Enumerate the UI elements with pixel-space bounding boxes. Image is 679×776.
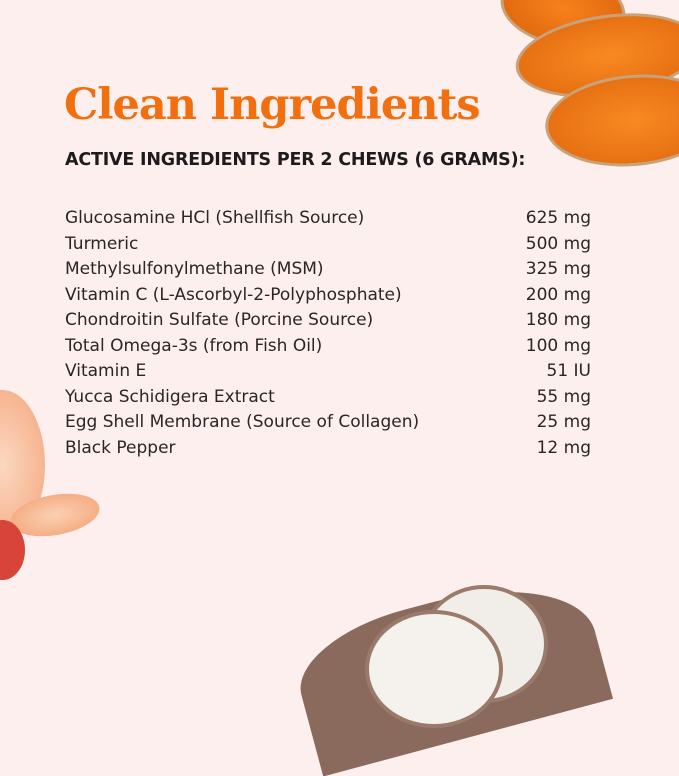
ingredient-row: Chondroitin Sulfate (Porcine Source) 180 …	[65, 310, 591, 336]
ingredient-row: Yucca Schidigera Extract 55 mg	[65, 387, 591, 413]
ingredient-name: Vitamin C (L-Ascorbyl-2-Polyphosphate)	[65, 284, 402, 305]
ingredient-row: Egg Shell Membrane (Source of Collagen) 2…	[65, 412, 591, 438]
ingredient-row: Black Pepper 12 mg	[65, 438, 591, 464]
ingredient-row: Total Omega-3s (from Fish Oil) 100 mg	[65, 336, 591, 362]
ingredient-row: Vitamin C (L-Ascorbyl-2-Polyphosphate) 20…	[65, 285, 591, 311]
ingredient-name: Black Pepper	[65, 437, 176, 458]
ingredient-amount: 180 mg	[525, 310, 591, 330]
ingredient-name: Egg Shell Membrane (Source of Collagen)	[65, 412, 420, 432]
ingredient-amount: 55 mg	[536, 386, 591, 407]
ingredient-amount: 625 mg	[525, 208, 591, 228]
ingredient-name: Vitamin E	[65, 361, 147, 381]
ingredient-amount: 100 mg	[525, 335, 591, 356]
ingredient-amount: 325 mg	[525, 259, 591, 279]
ingredient-amount: 500 mg	[525, 233, 591, 254]
ingredient-name: Total Omega-3s (from Fish Oil)	[65, 335, 323, 356]
ingredient-row: Vitamin E 51 IU	[65, 361, 591, 387]
ingredient-name: Yucca Schidigera Extract	[65, 386, 275, 407]
ingredient-row: Methylsulfonylmethane (MSM) 325 mg	[65, 259, 591, 285]
ingredient-amount: 200 mg	[525, 284, 591, 305]
ingredient-row: Turmeric 500 mg	[65, 234, 591, 260]
ingredient-name: Methylsulfonylmethane (MSM)	[65, 259, 324, 279]
ingredient-amount: 25 mg	[536, 412, 591, 432]
ingredient-name: Turmeric	[65, 233, 139, 254]
ingredients-subtitle: ACTIVE INGREDIENTS PER 2 CHEWS (6 GRAMS)…	[65, 150, 526, 170]
ingredient-name: Glucosamine HCl (Shellfish Source)	[65, 208, 365, 228]
ingredient-row: Glucosamine HCl (Shellfish Source) 625 mg	[65, 208, 591, 234]
ingredient-name: Chondroitin Sulfate (Porcine Source)	[65, 310, 374, 330]
page-title: Clean Ingredients	[64, 80, 481, 130]
ingredients-list: Glucosamine HCl (Shellfish Source) 625 mg…	[65, 208, 591, 463]
ingredient-amount: 51 IU	[546, 361, 592, 381]
ingredient-amount: 12 mg	[536, 437, 591, 458]
